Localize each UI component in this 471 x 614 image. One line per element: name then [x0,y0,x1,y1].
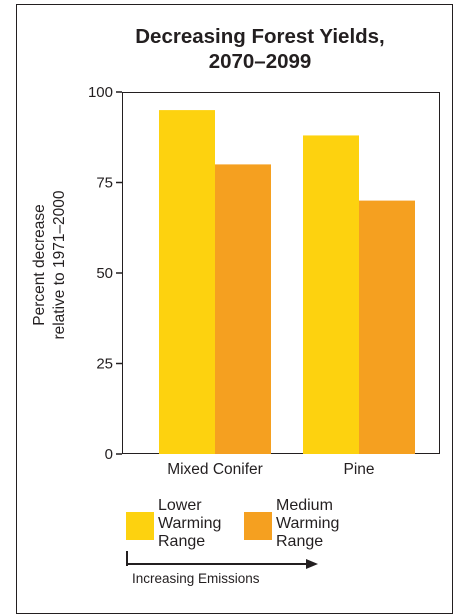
y-tick-label: 75 [96,175,113,192]
legend-swatch-lower [126,512,154,540]
y-tick-label: 0 [105,446,113,463]
legend-swatch-medium [244,512,272,540]
bar-mixed-conifer-series-0 [159,110,215,454]
y-tick-label: 25 [96,356,113,373]
bar-mixed-conifer-series-1 [215,164,271,454]
arrow-label: Increasing Emissions [132,571,260,586]
y-tick-label: 50 [96,265,113,282]
chart-title: Decreasing Forest Yields, 2070–2099 [135,25,385,73]
legend-label-medium: Medium Warming Range [276,497,340,550]
bar-pine-series-1 [359,200,415,454]
x-tick-label: Pine [343,461,374,478]
y-tick-label: 100 [88,84,113,101]
legend-label-lower: Lower Warming Range [158,497,222,550]
plot-area [122,92,440,454]
x-tick-label: Mixed Conifer [167,461,263,478]
bar-pine-series-0 [303,135,359,454]
